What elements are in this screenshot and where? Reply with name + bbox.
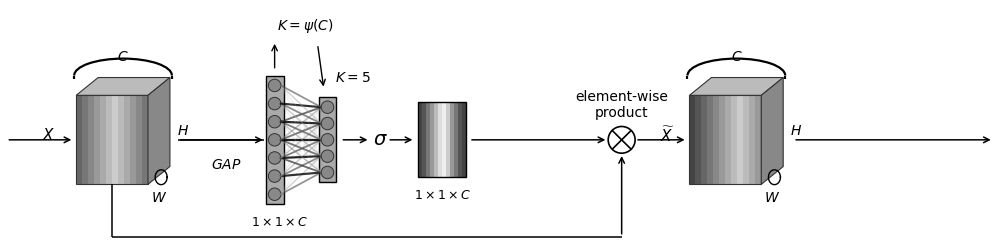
Bar	[458, 102, 462, 178]
Text: element-wise: element-wise	[575, 90, 668, 104]
Circle shape	[321, 150, 334, 162]
Polygon shape	[761, 78, 783, 184]
Polygon shape	[76, 78, 170, 95]
Bar	[434, 102, 438, 178]
Bar	[442, 102, 446, 178]
Text: $\sigma$: $\sigma$	[373, 130, 388, 149]
Bar	[689, 95, 761, 184]
Circle shape	[268, 170, 281, 182]
Bar	[743, 95, 749, 184]
Circle shape	[321, 101, 334, 114]
Bar	[755, 95, 761, 184]
Bar	[82, 95, 88, 184]
Circle shape	[268, 97, 281, 110]
Bar	[418, 102, 422, 178]
Text: product: product	[595, 106, 648, 120]
Bar	[737, 95, 743, 184]
Bar	[100, 95, 106, 184]
Text: $W$: $W$	[764, 191, 780, 205]
Polygon shape	[689, 78, 783, 95]
Bar	[462, 102, 466, 178]
Bar	[731, 95, 737, 184]
Text: $X$: $X$	[42, 127, 55, 143]
Text: $1\times1\times C$: $1\times1\times C$	[414, 189, 471, 202]
Text: $W$: $W$	[151, 191, 167, 205]
Bar	[130, 95, 136, 184]
Text: $K=\psi(C)$: $K=\psi(C)$	[277, 17, 334, 35]
Bar	[106, 95, 112, 184]
Bar	[450, 102, 454, 178]
Circle shape	[268, 79, 281, 92]
Text: $GAP$: $GAP$	[211, 158, 242, 172]
Polygon shape	[148, 78, 170, 184]
Bar	[695, 95, 701, 184]
Bar	[707, 95, 713, 184]
Bar	[136, 95, 142, 184]
Bar	[454, 102, 458, 178]
Text: $H$: $H$	[790, 124, 802, 138]
Text: $C$: $C$	[731, 50, 742, 64]
Bar	[76, 95, 148, 184]
Bar	[422, 102, 426, 178]
Circle shape	[608, 126, 635, 153]
Bar	[142, 95, 148, 184]
Bar	[426, 102, 430, 178]
Bar	[94, 95, 100, 184]
Bar	[118, 95, 124, 184]
Circle shape	[268, 188, 281, 200]
Bar	[430, 102, 434, 178]
Bar	[713, 95, 719, 184]
Text: $\widetilde{X}$: $\widetilde{X}$	[660, 125, 675, 145]
Bar	[418, 102, 466, 178]
Circle shape	[321, 134, 334, 146]
Circle shape	[321, 166, 334, 179]
Bar	[749, 95, 755, 184]
Bar	[446, 102, 450, 178]
Bar	[319, 97, 336, 182]
Bar	[88, 95, 94, 184]
Circle shape	[268, 152, 281, 164]
Bar	[266, 76, 284, 204]
Text: $C$: $C$	[117, 50, 129, 64]
Circle shape	[268, 116, 281, 128]
Bar	[719, 95, 725, 184]
Bar	[689, 95, 695, 184]
Text: $K=5$: $K=5$	[335, 72, 371, 86]
Bar	[701, 95, 707, 184]
Bar	[124, 95, 130, 184]
Bar	[725, 95, 731, 184]
Bar	[76, 95, 82, 184]
Text: $H$: $H$	[177, 124, 189, 138]
Bar	[438, 102, 442, 178]
Bar	[112, 95, 118, 184]
Text: $1\times1\times C$: $1\times1\times C$	[251, 216, 308, 229]
Circle shape	[321, 117, 334, 130]
Circle shape	[268, 134, 281, 146]
